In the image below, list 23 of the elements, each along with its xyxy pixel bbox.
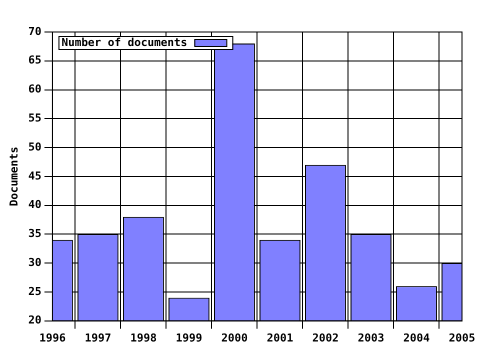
y-tick-label: 70 bbox=[28, 24, 42, 38]
x-tick-label: 2002 bbox=[312, 331, 339, 344]
legend-label: Number of documents bbox=[61, 36, 188, 49]
x-tick-label: 2000 bbox=[221, 331, 248, 344]
y-tick-label: 60 bbox=[28, 82, 42, 96]
y-axis-title: Documents bbox=[7, 146, 20, 206]
y-tick-label: 55 bbox=[28, 112, 42, 124]
y-tick-label: 50 bbox=[28, 140, 42, 154]
y-tick-label: 65 bbox=[28, 54, 42, 67]
x-tick-label: 2001 bbox=[266, 331, 294, 344]
x-tick-label: 1996 bbox=[39, 331, 66, 344]
y-tick-label: 30 bbox=[28, 256, 42, 269]
x-tick-label: 1999 bbox=[176, 331, 202, 344]
x-tick-label: 2003 bbox=[358, 331, 384, 344]
x-tick-label: 1998 bbox=[130, 331, 157, 344]
y-tick-label: 25 bbox=[28, 284, 42, 298]
y-tick-label: 45 bbox=[28, 169, 42, 182]
x-tick-label: 2004 bbox=[403, 331, 430, 344]
y-tick-label: 35 bbox=[28, 227, 42, 240]
x-tick-label: 2005 bbox=[448, 331, 476, 344]
y-tick-label: 20 bbox=[28, 314, 42, 327]
x-tick-label: 1997 bbox=[84, 331, 112, 344]
y-tick-label: 40 bbox=[28, 198, 42, 212]
